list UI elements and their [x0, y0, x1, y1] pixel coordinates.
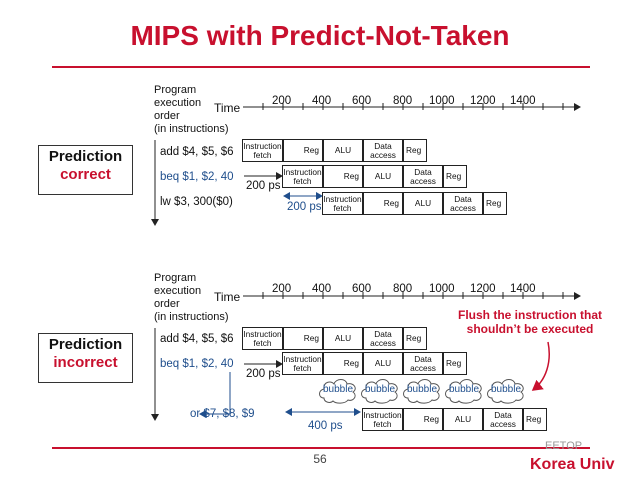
- stage-alu: ALU: [323, 139, 363, 162]
- tick-label: 400: [312, 95, 332, 107]
- prediction-label: Prediction: [48, 148, 123, 165]
- gap-label: 200 ps: [246, 180, 281, 192]
- axis-label-bottom: Program execution order (in instructions…: [154, 272, 229, 324]
- cloud-icon: [445, 379, 482, 404]
- stage-reg: Reg: [403, 139, 427, 162]
- stage-instruction-fetch: Instruction fetch: [362, 408, 403, 431]
- stage-data-access: Data access: [403, 352, 443, 375]
- bubble-label: bubble: [364, 384, 396, 395]
- time-label-bottom: Time: [214, 290, 241, 304]
- tick-label: 600: [352, 95, 372, 107]
- cloud-icon: [361, 379, 398, 404]
- stage-reg: Reg: [483, 192, 507, 215]
- axis-label-line: (in instructions): [154, 311, 229, 323]
- stage-instruction-fetch: Instruction fetch: [322, 192, 363, 215]
- or-arrow: [199, 372, 231, 418]
- tick-label: 400: [312, 283, 332, 295]
- flush-arrow: [531, 341, 550, 391]
- watermark: EETOP: [545, 440, 583, 452]
- bubble-cloud: bubble: [402, 376, 442, 404]
- stage-reg: Reg: [443, 352, 467, 375]
- cloud-icon: [487, 379, 524, 404]
- stage-data-access: Data access: [443, 192, 483, 215]
- stage-reg: Reg: [403, 327, 427, 350]
- bubble-label: bubble: [490, 384, 522, 395]
- axis-label-top: Program execution order (in instructions…: [154, 84, 229, 136]
- tick-label: 200: [272, 95, 292, 107]
- instruction-beq: beq $1, $2, 40: [160, 358, 234, 370]
- bubble-cloud: bubble: [318, 376, 358, 404]
- axis-label-line: Program: [154, 272, 197, 284]
- stage-instruction-fetch: Instruction fetch: [242, 139, 283, 162]
- title-rule: [52, 66, 590, 68]
- tick-label: 1200: [470, 283, 496, 295]
- university-name: Korea Univ: [530, 456, 615, 473]
- axis-label-line: order: [154, 110, 180, 122]
- gap-label: 200 ps: [287, 201, 322, 213]
- stage-data-access: Data access: [363, 139, 403, 162]
- stage-alu: ALU: [403, 192, 443, 215]
- tick-label: 1400: [510, 283, 536, 295]
- axis-label-line: execution: [154, 285, 202, 297]
- cloud-icon: [403, 379, 440, 404]
- bubble-label: bubble: [406, 384, 438, 395]
- time-label-top: Time: [214, 101, 241, 115]
- stage-reg: Reg: [323, 165, 363, 188]
- flush-note: Flush the instruction that shouldn’t be …: [458, 308, 602, 336]
- stage-instruction-fetch: Instruction fetch: [282, 352, 323, 375]
- tick-label: 800: [393, 283, 413, 295]
- axis-ticks-top: [262, 103, 564, 110]
- tick-label: 1400: [510, 95, 536, 107]
- stage-reg: Reg: [323, 352, 363, 375]
- stage-reg: Reg: [283, 139, 323, 162]
- axis-label-line: (in instructions): [154, 123, 229, 135]
- prediction-incorrect-box: Prediction incorrect: [38, 333, 133, 383]
- stage-reg: Reg: [403, 408, 443, 431]
- tick-label: 600: [352, 283, 372, 295]
- stage-alu: ALU: [323, 327, 363, 350]
- instruction-beq: beq $1, $2, 40: [160, 171, 234, 183]
- stage-instruction-fetch: Instruction fetch: [242, 327, 283, 350]
- instruction-or: or $7, $8, $9: [190, 408, 255, 420]
- prediction-status: incorrect: [53, 354, 118, 371]
- axis-label-line: execution: [154, 97, 202, 109]
- stage-data-access: Data access: [403, 165, 443, 188]
- stage-alu: ALU: [363, 165, 403, 188]
- stage-alu: ALU: [443, 408, 483, 431]
- slide-title: MIPS with Predict-Not-Taken: [130, 20, 510, 51]
- tick-label: 200: [272, 283, 292, 295]
- tick-label: 1200: [470, 95, 496, 107]
- tick-label: 800: [393, 95, 413, 107]
- bubble-cloud: bubble: [444, 376, 484, 404]
- stage-data-access: Data access: [363, 327, 403, 350]
- axis-label-line: order: [154, 298, 180, 310]
- tick-label: 1000: [429, 95, 455, 107]
- bubble-cloud: bubble: [360, 376, 400, 404]
- axis-ticks-bottom: [262, 292, 564, 299]
- axis-label-line: Program: [154, 84, 197, 96]
- stage-reg: Reg: [283, 327, 323, 350]
- stage-alu: ALU: [363, 352, 403, 375]
- gap-label: 200 ps: [246, 368, 281, 380]
- stage-data-access: Data access: [483, 408, 523, 431]
- stage-reg: Reg: [363, 192, 403, 215]
- instruction-add: add $4, $5, $6: [160, 146, 234, 158]
- bubble-label: bubble: [448, 384, 480, 395]
- bubble-label: bubble: [322, 384, 354, 395]
- cloud-icon: [319, 379, 356, 404]
- instruction-add: add $4, $5, $6: [160, 333, 234, 345]
- stage-reg: Reg: [523, 408, 547, 431]
- stage-reg: Reg: [443, 165, 467, 188]
- instruction-lw: lw $3, 300($0): [160, 196, 233, 208]
- bubble-cloud: bubble: [486, 376, 526, 404]
- gap-label: 400 ps: [308, 420, 343, 432]
- prediction-status: correct: [60, 166, 111, 183]
- page-number: 56: [313, 452, 327, 466]
- tick-label: 1000: [429, 283, 455, 295]
- stage-instruction-fetch: Instruction fetch: [282, 165, 323, 188]
- prediction-label: Prediction: [48, 336, 123, 353]
- prediction-correct-box: Prediction correct: [38, 145, 133, 195]
